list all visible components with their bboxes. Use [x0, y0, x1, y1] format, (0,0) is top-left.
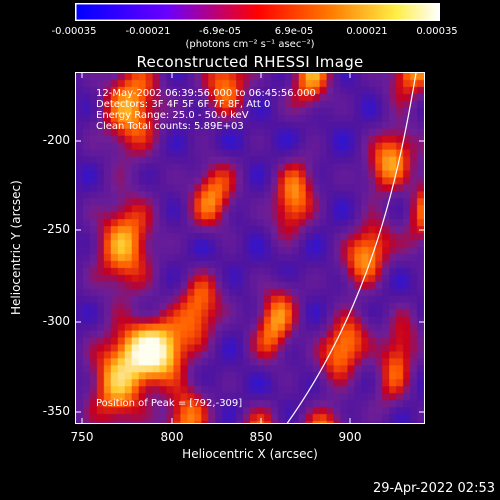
- x-tick-label: 800: [160, 430, 184, 444]
- limb-curve: [286, 73, 417, 423]
- heatmap-image: [76, 73, 424, 423]
- y-tick-label: -300: [42, 314, 70, 328]
- y-tick-label: -250: [42, 222, 70, 236]
- colorbar-tick-4: 6.9e-05: [274, 26, 314, 37]
- info-time-range: 12-May-2002 06:39:56.000 to 06:45:56.000: [96, 88, 316, 99]
- info-energy-range: Energy Range: 25.0 - 50.0 keV: [96, 110, 249, 121]
- image-plot: 12-May-2002 06:39:56.000 to 06:45:56.000…: [75, 72, 425, 424]
- x-axis-label: Heliocentric X (arcsec): [182, 447, 318, 461]
- y-tick-label: -350: [42, 404, 70, 418]
- colorbar-tick-5: 0.00021: [346, 26, 388, 37]
- x-tick-label: 750: [70, 430, 94, 444]
- colorbar-tick-3: -6.9e-05: [199, 26, 241, 37]
- timestamp: 29-Apr-2022 02:53: [373, 481, 495, 496]
- colorbar-tick-6: 0.00035: [416, 26, 458, 37]
- plot-title: Reconstructed RHESSI Image: [136, 53, 364, 71]
- colorbar-tick-1: -0.00035: [51, 26, 97, 37]
- info-total-counts: Clean Total counts: 5.89E+03: [96, 121, 244, 132]
- colorbar-tick-2: -0.00021: [125, 26, 171, 37]
- x-tick-label: 900: [338, 430, 362, 444]
- y-tick-label: -200: [42, 133, 70, 147]
- info-detectors: Detectors: 3F 4F 5F 6F 7F 8F, Att 0: [96, 99, 271, 110]
- colorbar: [75, 3, 440, 21]
- info-peak-position: Position of Peak = [792,-309]: [96, 398, 243, 409]
- x-tick-label: 850: [249, 430, 273, 444]
- colorbar-units: (photons cm⁻² s⁻¹ asec⁻²): [185, 39, 315, 50]
- y-axis-label: Heliocentric Y (arcsec): [9, 180, 23, 315]
